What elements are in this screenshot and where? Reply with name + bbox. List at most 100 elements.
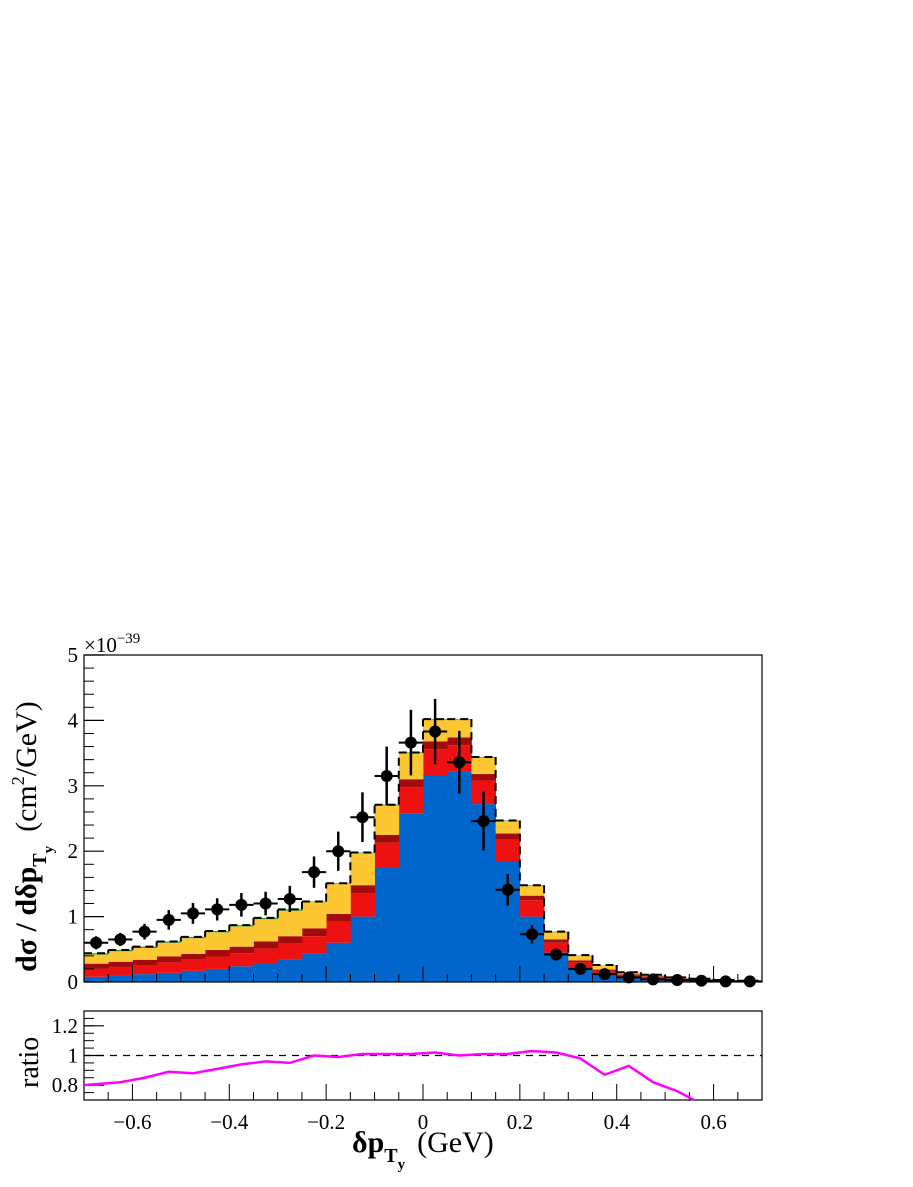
- data-point-27: [744, 975, 756, 987]
- bar-series-3-bin-4: [181, 938, 206, 954]
- ratio-line: [84, 1051, 694, 1100]
- bar-series-1-bin-17: [496, 839, 521, 861]
- data-point-13: [405, 737, 417, 749]
- x-tick-label-6: 0.6: [700, 1110, 726, 1134]
- data-point-24: [671, 974, 683, 986]
- bar-series-2-bin-3: [157, 956, 182, 962]
- main-y-tick-label-3: 3: [68, 774, 79, 798]
- x-tick-label-2: −0.2: [307, 1110, 345, 1134]
- bar-series-1-bin-5: [205, 956, 230, 968]
- bar-series-2-bin-10: [326, 914, 351, 922]
- data-point-2: [139, 926, 151, 938]
- bar-series-0-bin-8: [278, 959, 303, 982]
- x-axis-title: δpTy(GeV): [352, 1126, 494, 1173]
- bar-series-2-bin-12: [375, 835, 400, 843]
- bar-series-3-bin-20: [568, 956, 593, 961]
- bar-series-0-bin-7: [254, 963, 279, 982]
- bar-series-1-bin-10: [326, 922, 351, 943]
- bar-series-1-bin-8: [278, 943, 303, 959]
- bar-series-1-bin-13: [399, 787, 424, 813]
- bar-series-2-bin-20: [568, 960, 593, 962]
- bar-series-0-bin-2: [132, 974, 157, 982]
- bar-series-3-bin-19: [544, 932, 569, 939]
- bar-series-0-bin-10: [326, 943, 351, 982]
- data-point-23: [647, 973, 659, 985]
- data-point-5: [211, 903, 223, 915]
- x-tick-label-0: −0.6: [113, 1110, 151, 1134]
- bar-series-1-bin-18: [520, 900, 545, 916]
- bar-series-1-bin-0: [84, 969, 109, 977]
- bar-series-1-bin-11: [350, 893, 375, 917]
- bar-series-3-bin-16: [471, 758, 496, 774]
- bar-series-2-bin-11: [350, 885, 375, 893]
- data-point-12: [381, 770, 393, 782]
- bar-series-1-bin-3: [157, 962, 182, 972]
- y-multiplier: ×10−39: [84, 631, 140, 657]
- bar-series-0-bin-5: [205, 969, 230, 982]
- bar-series-2-bin-16: [471, 774, 496, 781]
- bar-series-3-bin-8: [278, 911, 303, 937]
- bar-series-2-bin-9: [302, 928, 327, 936]
- ratio-y-tick-label-0: 0.8: [52, 1073, 78, 1097]
- bar-series-1-bin-12: [375, 843, 400, 868]
- bar-series-2-bin-13: [399, 779, 424, 787]
- bar-series-0-bin-4: [181, 971, 206, 982]
- bar-series-3-bin-12: [375, 805, 400, 834]
- data-point-16: [478, 815, 490, 827]
- bar-series-2-bin-0: [84, 964, 109, 969]
- data-point-19: [550, 949, 562, 961]
- data-point-6: [235, 899, 247, 911]
- main-y-axis-title: dσ / dδpTy(cm2/GeV): [8, 701, 57, 972]
- data-point-25: [695, 975, 707, 987]
- data-point-14: [429, 726, 441, 738]
- bar-series-3-bin-10: [326, 884, 351, 914]
- bar-series-3-bin-17: [496, 821, 521, 833]
- bar-series-1-bin-2: [132, 965, 157, 974]
- x-tick-label-4: 0.2: [507, 1110, 533, 1134]
- bar-series-0-bin-0: [84, 977, 109, 982]
- x-tick-label-1: −0.4: [210, 1110, 249, 1134]
- bar-series-0-bin-11: [350, 917, 375, 982]
- bar-series-2-bin-1: [108, 962, 133, 967]
- bar-series-3-bin-3: [157, 943, 182, 957]
- bar-series-0-bin-6: [229, 966, 254, 982]
- bar-series-1-bin-1: [108, 967, 133, 976]
- bar-series-3-bin-18: [520, 886, 545, 896]
- bar-series-2-bin-18: [520, 896, 545, 901]
- ratio-y-tick-label-1: 1: [68, 1044, 79, 1068]
- main-stacked-bars: [84, 719, 762, 982]
- data-point-26: [720, 975, 732, 987]
- bar-series-3-bin-2: [132, 948, 157, 960]
- bar-series-3-bin-1: [108, 951, 133, 961]
- data-point-8: [284, 893, 296, 905]
- main-y-tick-label-1: 1: [68, 905, 79, 929]
- bar-series-1-bin-9: [302, 936, 327, 954]
- main-y-tick-label-0: 0: [68, 970, 79, 994]
- x-tick-label-5: 0.4: [604, 1110, 631, 1134]
- data-point-18: [526, 928, 538, 940]
- bar-series-2-bin-17: [496, 834, 521, 840]
- bar-series-3-bin-6: [229, 926, 254, 946]
- main-y-tick-label-2: 2: [68, 839, 79, 863]
- data-point-20: [574, 963, 586, 975]
- bar-series-0-bin-12: [375, 868, 400, 982]
- bar-series-2-bin-5: [205, 950, 230, 957]
- bar-series-0-bin-15: [447, 771, 472, 982]
- ratio-y-tick-label-2: 1.2: [52, 1014, 78, 1038]
- bar-series-2-bin-6: [229, 947, 254, 954]
- data-point-7: [260, 898, 272, 910]
- data-point-10: [332, 845, 344, 857]
- bar-series-2-bin-2: [132, 960, 157, 965]
- bar-series-0-bin-13: [399, 813, 424, 982]
- data-point-3: [163, 914, 175, 926]
- data-point-4: [187, 907, 199, 919]
- data-point-15: [453, 756, 465, 768]
- bar-series-0-bin-14: [423, 776, 448, 982]
- data-point-21: [599, 968, 611, 980]
- bar-series-3-bin-11: [350, 853, 375, 885]
- bar-series-3-bin-7: [254, 919, 279, 941]
- bar-series-2-bin-19: [544, 939, 569, 942]
